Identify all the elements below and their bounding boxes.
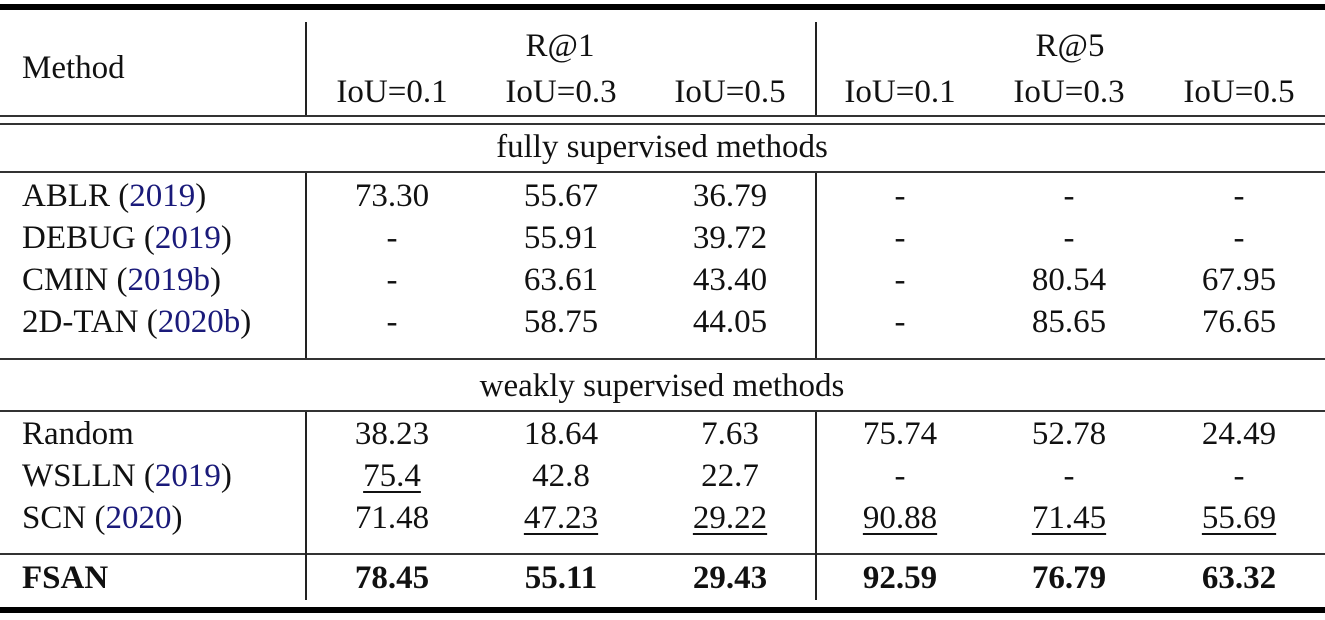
method-label: ABLR bbox=[22, 178, 111, 214]
table-cell: 78.45 bbox=[354, 560, 430, 596]
table-cell: - bbox=[386, 304, 398, 340]
table-cell: 24.49 bbox=[1201, 416, 1277, 452]
method-header: Method bbox=[22, 50, 125, 86]
table-cell: 71.45 bbox=[1031, 500, 1107, 536]
table-cell: - bbox=[386, 220, 398, 256]
table-cell: 76.79 bbox=[1031, 560, 1107, 596]
method-name: Random bbox=[22, 414, 134, 454]
table-cell: 63.61 bbox=[523, 262, 599, 298]
table-cell: 55.11 bbox=[524, 560, 598, 596]
group-header-r1: R@1 bbox=[525, 28, 595, 64]
col-header: IoU=0.1 bbox=[336, 74, 448, 110]
table-cell: 29.22 bbox=[692, 500, 768, 536]
table-cell: 67.95 bbox=[1201, 262, 1277, 298]
vline-r1 bbox=[815, 22, 817, 115]
table-cell: - bbox=[1063, 178, 1075, 214]
table-cell: 90.88 bbox=[862, 500, 938, 536]
table-cell: 63.32 bbox=[1201, 560, 1277, 596]
table-cell: - bbox=[894, 304, 906, 340]
vline-method bbox=[305, 412, 307, 600]
table-cell: - bbox=[894, 220, 906, 256]
method-name: 2D-TAN (2020b) bbox=[22, 304, 252, 340]
method-name: SCN (2020) bbox=[22, 500, 183, 536]
section-rule-fully bbox=[0, 171, 1325, 173]
table-cell: 22.7 bbox=[701, 458, 759, 494]
table-cell: 47.23 bbox=[523, 500, 599, 536]
section-rule-weakly bbox=[0, 410, 1325, 412]
top-rule bbox=[0, 4, 1325, 10]
citation-link[interactable]: 2019 bbox=[129, 178, 196, 214]
citation-link[interactable]: 2019 bbox=[154, 458, 221, 494]
table-cell: 71.48 bbox=[354, 500, 430, 536]
section-title-fully: fully supervised methods bbox=[496, 129, 828, 165]
vline-r1 bbox=[815, 173, 817, 358]
table-cell: 55.91 bbox=[523, 220, 599, 256]
table-cell: 75.74 bbox=[862, 416, 938, 452]
header-double-rule-2 bbox=[0, 123, 1325, 125]
col-header: IoU=0.5 bbox=[1183, 74, 1295, 110]
table-cell: 76.65 bbox=[1201, 304, 1277, 340]
fsan-rule bbox=[0, 553, 1325, 555]
table-cell: 85.65 bbox=[1031, 304, 1107, 340]
table-cell: 43.40 bbox=[692, 262, 768, 298]
table-cell: 55.67 bbox=[523, 178, 599, 214]
table-cell: 44.05 bbox=[692, 304, 768, 340]
table-cell: - bbox=[1233, 220, 1245, 256]
table-cell: - bbox=[1233, 458, 1245, 494]
table-cell: - bbox=[894, 178, 906, 214]
method-label: CMIN bbox=[22, 262, 109, 298]
group-header-r5: R@5 bbox=[1035, 28, 1105, 64]
vline-method bbox=[305, 22, 307, 115]
method-label: DEBUG bbox=[22, 220, 136, 256]
citation-link[interactable]: 2019 bbox=[154, 220, 221, 256]
method-name: WSLLN (2019) bbox=[22, 458, 232, 494]
table-cell: 29.43 bbox=[692, 560, 768, 596]
method-name: CMIN (2019b) bbox=[22, 262, 221, 298]
table-cell: 42.8 bbox=[532, 458, 590, 494]
table-cell: - bbox=[894, 262, 906, 298]
section-end-rule-fully bbox=[0, 358, 1325, 360]
table-cell: 92.59 bbox=[862, 560, 938, 596]
method-label: Random bbox=[22, 416, 134, 452]
table-cell: 36.79 bbox=[692, 178, 768, 214]
table-cell: - bbox=[894, 458, 906, 494]
table-cell: 52.78 bbox=[1031, 416, 1107, 452]
table-cell: 18.64 bbox=[523, 416, 599, 452]
table-cell: 80.54 bbox=[1031, 262, 1107, 298]
table-cell: - bbox=[1063, 458, 1075, 494]
col-header: IoU=0.1 bbox=[844, 74, 956, 110]
method-name: ABLR (2019) bbox=[22, 178, 207, 214]
vline-r1 bbox=[815, 412, 817, 600]
table-cell: 38.23 bbox=[354, 416, 430, 452]
citation-link[interactable]: 2020b bbox=[157, 304, 241, 340]
table-cell: 39.72 bbox=[692, 220, 768, 256]
method-label: 2D-TAN bbox=[22, 304, 139, 340]
citation-link[interactable]: 2020 bbox=[105, 500, 172, 536]
section-title-weakly: weakly supervised methods bbox=[479, 368, 845, 404]
col-header: IoU=0.3 bbox=[505, 74, 617, 110]
method-label: WSLLN bbox=[22, 458, 136, 494]
vline-method bbox=[305, 173, 307, 358]
table-cell: - bbox=[386, 262, 398, 298]
bottom-rule bbox=[0, 607, 1325, 613]
method-label: FSAN bbox=[22, 560, 109, 596]
method-name: DEBUG (2019) bbox=[22, 220, 232, 256]
header-double-rule-1 bbox=[0, 115, 1325, 117]
col-header: IoU=0.5 bbox=[674, 74, 786, 110]
table-cell: - bbox=[1233, 178, 1245, 214]
col-header: IoU=0.3 bbox=[1013, 74, 1125, 110]
table-cell: 73.30 bbox=[354, 178, 430, 214]
table-cell: 58.75 bbox=[523, 304, 599, 340]
table-cell: - bbox=[1063, 220, 1075, 256]
table-cell: 7.63 bbox=[701, 416, 759, 452]
method-label: SCN bbox=[22, 500, 87, 536]
method-name: FSAN bbox=[22, 558, 108, 598]
citation-link[interactable]: 2019b bbox=[127, 262, 210, 298]
table-cell: 55.69 bbox=[1201, 500, 1277, 536]
table-cell: 75.4 bbox=[363, 458, 421, 494]
